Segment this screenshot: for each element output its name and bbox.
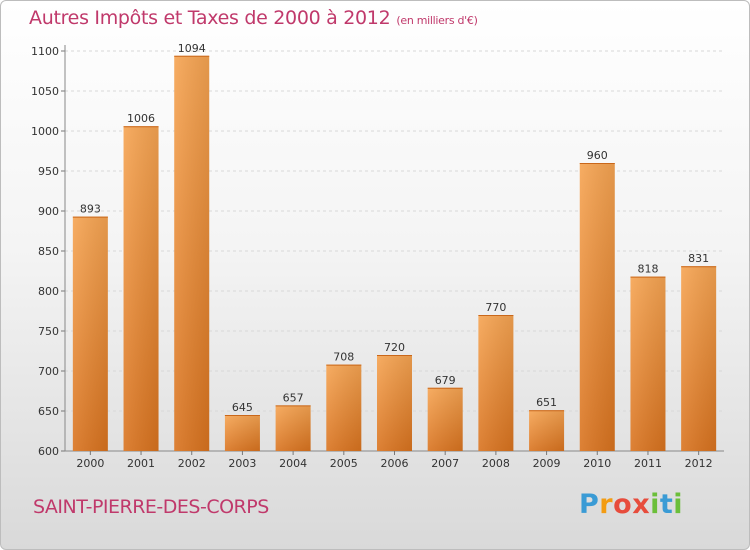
x-tick-label: 2008 xyxy=(482,457,510,470)
y-tick-label: 1100 xyxy=(31,45,59,58)
y-tick-label: 750 xyxy=(38,325,59,338)
y-tick-label: 600 xyxy=(38,445,59,458)
bar-shade xyxy=(224,415,260,451)
bar-shade xyxy=(275,405,311,451)
bar-value-label: 1006 xyxy=(127,112,155,125)
bar-value-label: 651 xyxy=(536,396,557,409)
y-tick-label: 1000 xyxy=(31,125,59,138)
city-name: SAINT-PIERRE-DES-CORPS xyxy=(33,496,269,518)
x-tick-label: 2002 xyxy=(178,457,206,470)
bar-value-label: 770 xyxy=(485,301,506,314)
bar-value-label: 708 xyxy=(333,351,354,364)
x-tick-label: 2007 xyxy=(431,457,459,470)
chart-title: Autres Impôts et Taxes de 2000 à 2012 (en… xyxy=(29,7,478,29)
bar-shade xyxy=(681,266,717,451)
y-tick-label: 850 xyxy=(38,245,59,258)
brand-logo-letter: o xyxy=(613,489,633,520)
x-tick-label: 2009 xyxy=(533,457,561,470)
bar-value-label: 679 xyxy=(435,374,456,387)
bar-value-label: 893 xyxy=(80,203,101,216)
bar-value-label: 1094 xyxy=(178,42,206,55)
brand-logo-letter: i xyxy=(673,489,684,520)
x-tick-label: 2012 xyxy=(685,457,713,470)
x-tick-label: 2004 xyxy=(279,457,307,470)
bar-value-label: 960 xyxy=(587,149,608,162)
y-tick-label: 650 xyxy=(38,405,59,418)
bar-shade xyxy=(377,355,412,451)
brand-logo: Proxiti xyxy=(579,489,683,520)
bar-shade xyxy=(427,387,463,451)
bar-value-label: 657 xyxy=(283,391,304,404)
chart-title-text: Autres Impôts et Taxes de 2000 à 2012 xyxy=(29,7,391,29)
bar-value-label: 645 xyxy=(232,401,253,414)
y-tick-label: 700 xyxy=(38,365,59,378)
bar-value-label: 720 xyxy=(384,341,405,354)
bar-shade xyxy=(529,410,565,451)
bar-shade xyxy=(123,126,159,451)
bars xyxy=(72,55,717,452)
x-tick-label: 2001 xyxy=(127,457,155,470)
labels: 600 650 700 750 800 850 900 950 1000 1050 1100 893 2… xyxy=(31,42,713,470)
bar-shade xyxy=(72,216,108,451)
bar-shade xyxy=(579,163,615,451)
bar-value-label: 818 xyxy=(637,263,658,276)
x-tick-label: 2003 xyxy=(228,457,256,470)
brand-logo-letter: i xyxy=(650,489,660,520)
bar-shade xyxy=(478,315,514,451)
bar-shade xyxy=(326,364,362,451)
y-tick-label: 900 xyxy=(38,205,59,218)
x-tick-label: 2006 xyxy=(381,457,409,470)
brand-logo-letter: t xyxy=(659,489,674,520)
chart-subtitle: (en milliers d'€) xyxy=(396,14,478,27)
brand-logo-letter: P xyxy=(579,489,600,520)
bar-shade xyxy=(174,55,210,452)
x-tick-label: 2010 xyxy=(583,457,611,470)
bar-value-label: 831 xyxy=(688,252,709,265)
x-tick-label: 2011 xyxy=(634,457,662,470)
y-tick-label: 950 xyxy=(38,165,59,178)
bar-shade xyxy=(630,276,666,451)
brand-logo-letter: r xyxy=(599,489,614,520)
x-tick-label: 2005 xyxy=(330,457,358,470)
brand-logo-letter: x xyxy=(632,489,651,520)
y-tick-label: 800 xyxy=(38,285,59,298)
y-tick-label: 1050 xyxy=(31,85,59,98)
x-tick-label: 2000 xyxy=(76,457,104,470)
